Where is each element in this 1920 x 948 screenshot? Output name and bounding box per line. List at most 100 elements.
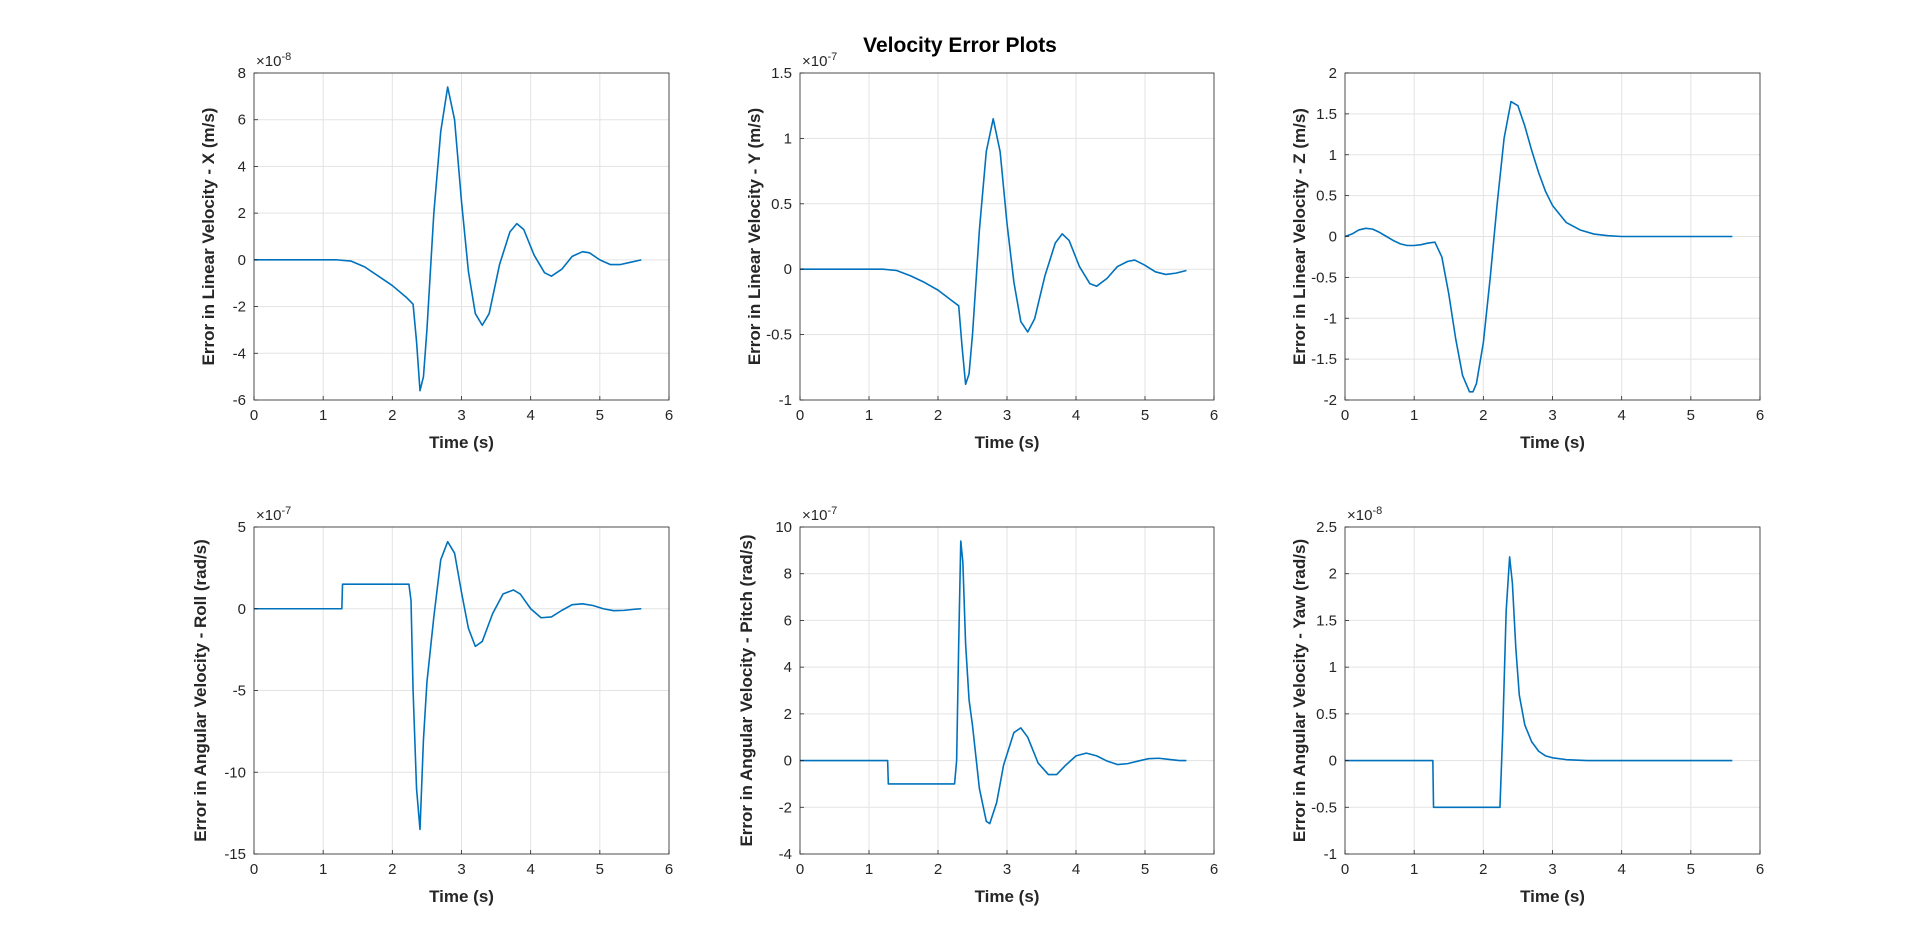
- x-tick-label: 6: [1210, 861, 1218, 878]
- y-tick-label: 5: [238, 519, 246, 536]
- subplot-5: 0 1 2 3 4 5 6 -4 -2 0 2 4 6 8 10 ×10-7 Time (s) Error in …: [737, 505, 1218, 906]
- axis-exponent-power: -7: [281, 505, 291, 517]
- y-tick-label: 1: [1329, 147, 1337, 164]
- y-tick-label: 1: [784, 130, 792, 147]
- x-tick-label: 5: [1141, 861, 1149, 878]
- x-axis-label: Time (s): [429, 433, 494, 452]
- y-tick-label: 0: [1329, 229, 1337, 246]
- x-tick-label: 0: [250, 407, 258, 424]
- y-tick-label: -5: [233, 683, 246, 700]
- x-tick-label: 6: [665, 407, 673, 424]
- y-tick-label: 8: [238, 65, 246, 82]
- x-tick-label: 4: [1072, 861, 1080, 878]
- y-tick-label: -1.5: [1311, 351, 1337, 368]
- x-tick-label: 1: [865, 861, 873, 878]
- axis-exponent: ×10-8: [1347, 505, 1382, 524]
- x-tick-label: 2: [388, 407, 396, 424]
- subplot-3: 0 1 2 3 4 5 6 -2 -1.5 -1 -0.5 0 0.5 1 1.5 2 Time (s) Erro…: [1290, 65, 1764, 452]
- y-tick-label: 0.5: [1316, 188, 1337, 205]
- x-axis-label: Time (s): [975, 433, 1040, 452]
- y-tick-label: 0: [784, 753, 792, 770]
- y-tick-label: 8: [784, 566, 792, 583]
- series-line: [800, 540, 1187, 825]
- series-line: [800, 117, 1187, 386]
- y-axis-label: Error in Linear Velocity - Z (m/s): [1290, 108, 1309, 365]
- y-tick-label: 2: [784, 706, 792, 723]
- y-tick-label: 2: [1329, 65, 1337, 82]
- x-tick-label: 4: [526, 407, 534, 424]
- y-tick-label: -2: [1324, 392, 1337, 409]
- axis-exponent: ×10-8: [256, 51, 291, 70]
- x-tick-label: 2: [934, 861, 942, 878]
- series-line: [254, 540, 642, 831]
- x-axis-label: Time (s): [1520, 433, 1585, 452]
- series-line: [1345, 556, 1733, 809]
- y-tick-label: 0: [1329, 753, 1337, 770]
- series-line: [1344, 100, 1733, 393]
- subplot-1: 0 1 2 3 4 5 6 -6 -4 -2 0 2 4 6 8 ×10-8 Time (s) Error in …: [199, 51, 673, 452]
- y-tick-label: 1.5: [1316, 106, 1337, 123]
- y-tick-label: 10: [775, 519, 792, 536]
- x-tick-label: 4: [1617, 407, 1625, 424]
- y-axis-label: Error in Angular Velocity - Yaw (rad/s): [1290, 539, 1309, 842]
- y-tick-label: 0.5: [771, 196, 792, 213]
- x-tick-label: 2: [1479, 407, 1487, 424]
- x-tick-label: 1: [319, 861, 327, 878]
- x-tick-label: 3: [1003, 861, 1011, 878]
- y-tick-label: 0: [784, 261, 792, 278]
- x-axis-label: Time (s): [975, 887, 1040, 906]
- x-tick-label: 5: [1141, 407, 1149, 424]
- y-tick-label: -1: [1324, 310, 1337, 327]
- y-axis-label: Error in Linear Velocity - X (m/s): [199, 108, 218, 366]
- x-tick-label: 5: [1687, 861, 1695, 878]
- y-tick-label: 4: [238, 158, 246, 175]
- x-tick-label: 5: [1687, 407, 1695, 424]
- y-tick-label: 1: [1329, 659, 1337, 676]
- y-tick-label: -2: [233, 299, 246, 316]
- x-tick-label: 0: [1341, 861, 1349, 878]
- x-tick-label: 2: [1479, 861, 1487, 878]
- x-tick-label: 6: [665, 861, 673, 878]
- y-tick-label: -4: [233, 345, 246, 362]
- x-tick-label: 3: [457, 407, 465, 424]
- x-tick-label: 5: [596, 407, 604, 424]
- x-tick-label: 2: [934, 407, 942, 424]
- y-axis-label: Error in Linear Velocity - Y (m/s): [745, 108, 764, 365]
- x-tick-label: 1: [319, 407, 327, 424]
- x-tick-label: 6: [1210, 407, 1218, 424]
- y-tick-label: 1.5: [771, 65, 792, 82]
- x-tick-label: 0: [1341, 407, 1349, 424]
- subplot-6: 0 1 2 3 4 5 6 -1 -0.5 0 0.5 1 1.5 2 2.5 ×10-8 Time (s) Er…: [1290, 505, 1764, 906]
- y-tick-label: 0: [238, 601, 246, 618]
- x-tick-label: 4: [526, 861, 534, 878]
- axis-exponent-power: -8: [281, 51, 291, 63]
- x-tick-label: 6: [1756, 407, 1764, 424]
- y-tick-label: 6: [238, 112, 246, 129]
- x-tick-label: 0: [796, 407, 804, 424]
- x-tick-label: 4: [1072, 407, 1080, 424]
- x-tick-label: 2: [388, 861, 396, 878]
- x-tick-label: 5: [596, 861, 604, 878]
- axis-exponent: ×10-7: [256, 505, 291, 524]
- x-tick-label: 1: [1410, 861, 1418, 878]
- x-tick-label: 1: [1410, 407, 1418, 424]
- y-tick-label: -1: [779, 392, 792, 409]
- y-tick-label: -0.5: [1311, 799, 1337, 816]
- axis-exponent-power: -7: [827, 51, 837, 63]
- x-tick-label: 6: [1756, 861, 1764, 878]
- y-tick-label: -2: [779, 799, 792, 816]
- subplot-4: 0 1 2 3 4 5 6 -15 -10 -5 0 5 ×10-7 Time (s) Error in A…: [191, 505, 673, 906]
- y-tick-label: -1: [1324, 846, 1337, 863]
- y-tick-label: 2: [238, 205, 246, 222]
- y-tick-label: -10: [224, 764, 246, 781]
- y-tick-label: 4: [784, 659, 792, 676]
- subplot-2: 0 1 2 3 4 5 6 -1 -0.5 0 0.5 1 1.5 ×10-7 Time (s) Error …: [745, 51, 1218, 452]
- y-tick-label: 2: [1329, 566, 1337, 583]
- x-tick-label: 1: [865, 407, 873, 424]
- series-line: [254, 86, 642, 392]
- y-axis-label: Error in Angular Velocity - Pitch (rad/s…: [737, 534, 756, 846]
- axis-exponent: ×10-7: [802, 51, 837, 70]
- figure-title: Velocity Error Plots: [863, 34, 1057, 57]
- x-axis-label: Time (s): [429, 887, 494, 906]
- x-tick-label: 0: [250, 861, 258, 878]
